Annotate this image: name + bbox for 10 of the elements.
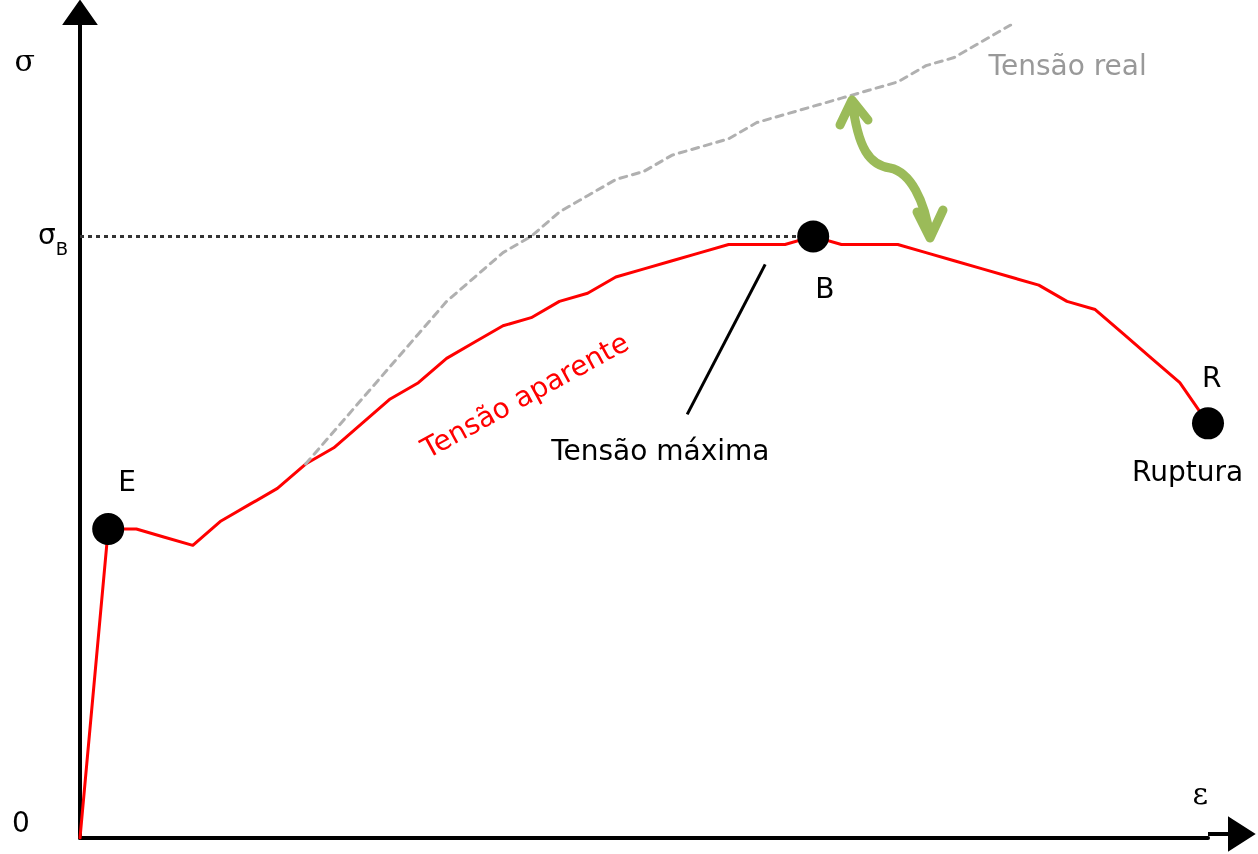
text: 0 [12, 805, 30, 839]
series-label: Tensão real [987, 48, 1147, 82]
annotation: E [118, 464, 136, 498]
annotation: B [815, 271, 835, 305]
annotation: Tensão máxima [550, 433, 770, 467]
annotation: R [1202, 360, 1222, 394]
annotation: Ruptura [1132, 454, 1244, 488]
x-axis-title: ε [1192, 775, 1208, 811]
ref-line-label: σ$_{B}$ [37, 218, 68, 259]
y-axis-title: σ [14, 42, 35, 78]
